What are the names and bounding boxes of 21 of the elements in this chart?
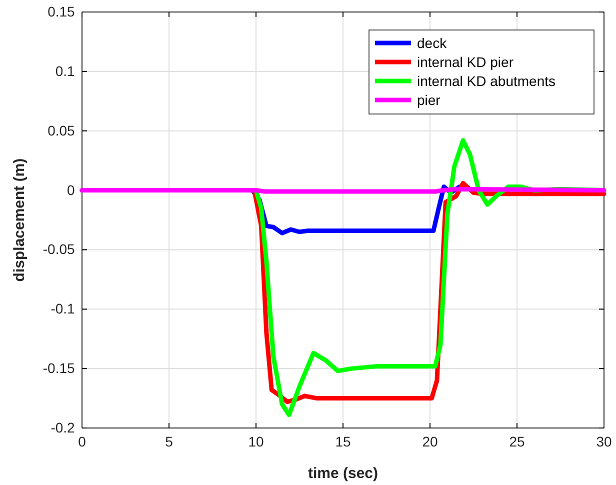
y-tick-label: 0 [67, 182, 76, 198]
x-tick-label: 20 [422, 433, 438, 450]
y-tick-label: 0.05 [48, 122, 76, 138]
legend-label: internal KD pier [417, 54, 514, 70]
x-tick-label: 10 [248, 433, 264, 450]
legend-label: pier [417, 92, 441, 108]
x-axis-title: time (sec) [308, 465, 378, 482]
legend-label: internal KD abutments [417, 73, 556, 89]
y-tick-label: 0.1 [55, 62, 76, 79]
x-tick-label: 0 [78, 433, 86, 450]
x-tick-label: 15 [335, 433, 351, 450]
legend-label: deck [417, 35, 448, 51]
y-tick-label: -0.2 [50, 419, 76, 436]
y-tick-label: -0.15 [42, 360, 75, 376]
x-tick-label: 30 [596, 433, 612, 450]
y-tick-label: -0.1 [50, 300, 76, 317]
y-tick-label: -0.05 [42, 241, 75, 258]
y-tick-label: 0.15 [48, 3, 76, 20]
x-tick-label: 5 [165, 433, 174, 450]
y-axis-title: displacement (m) [11, 158, 28, 282]
x-tick-label: 25 [509, 433, 525, 450]
